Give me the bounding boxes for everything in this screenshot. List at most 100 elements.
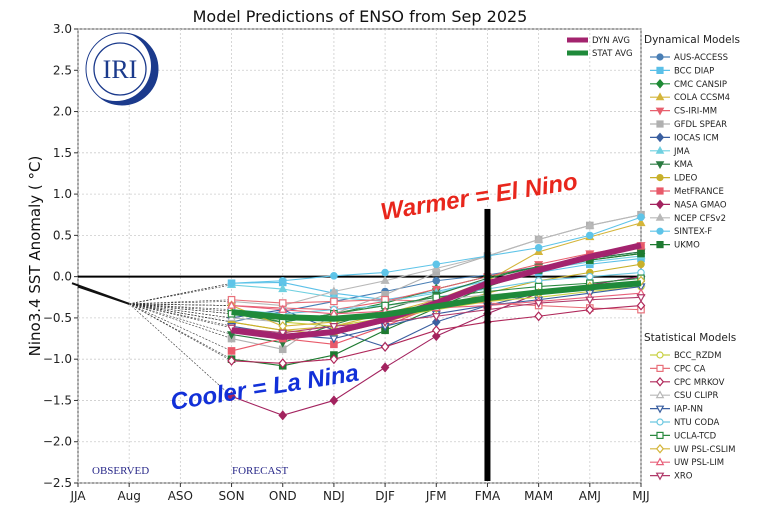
- y-tick-label: −2.0: [43, 435, 72, 449]
- forecast-connector: [129, 303, 232, 312]
- data-point: [329, 286, 339, 295]
- data-point: [586, 272, 594, 281]
- x-tick-label: Aug: [117, 489, 140, 503]
- y-tick-label: 2.0: [53, 105, 72, 119]
- legend-marker: [655, 107, 665, 116]
- data-point: [432, 260, 441, 269]
- x-axis-ticks: JJA Aug ASO SON OND NDJ DJF JFM FMA MAM AMJ MJJ: [69, 483, 650, 503]
- data-point: [534, 234, 544, 243]
- data-point: [637, 249, 645, 258]
- chart-title: Model Predictions of ENSO from Sep 2025: [193, 7, 528, 26]
- forecast-connector: [129, 303, 232, 310]
- x-tick-label: OND: [269, 489, 297, 503]
- legend-marker: [655, 199, 665, 210]
- grid: [77, 28, 642, 484]
- legend-marker: [655, 405, 665, 414]
- data-point: [432, 276, 441, 285]
- data-point: [637, 213, 645, 222]
- forecast-connector: [129, 301, 232, 305]
- y-tick-label: 1.5: [53, 146, 72, 160]
- legend-marker: [656, 364, 664, 372]
- legend-marker: [656, 418, 664, 426]
- legend-marker: [655, 390, 665, 399]
- data-point: [534, 311, 543, 322]
- data-point: [278, 329, 288, 338]
- observed-label: OBSERVED: [92, 465, 149, 477]
- legend-label: BCC_RZDM: [674, 351, 721, 361]
- legend-marker: [655, 145, 665, 154]
- x-tick-label: MAM: [524, 489, 553, 503]
- legend-label: CSU CLIPR: [674, 391, 719, 401]
- legend-averages: DYN AVG STAT AVG: [567, 36, 633, 59]
- data-point: [329, 354, 339, 365]
- data-point: [278, 410, 288, 421]
- y-tick-label: 0.5: [53, 228, 72, 242]
- legend-label: IOCAS ICM: [674, 133, 719, 143]
- data-point: [380, 341, 390, 352]
- data-point: [637, 260, 645, 269]
- data-point: [278, 358, 288, 369]
- legend-label: KMA: [674, 160, 693, 170]
- data-point: [585, 296, 595, 305]
- y-tick-label: 0.0: [53, 270, 72, 284]
- data-point: [636, 300, 646, 311]
- data-point: [431, 330, 441, 342]
- forecast-connector: [129, 303, 232, 335]
- y-tick-label: 1.0: [53, 187, 72, 201]
- legend-label: IAP-NN: [674, 405, 703, 415]
- legend-marker: [656, 53, 664, 61]
- plot-frame: [77, 28, 642, 484]
- legend-label: UKMO: [674, 241, 700, 251]
- data-point: [585, 304, 595, 315]
- forecast-connector: [129, 299, 232, 305]
- legend-label: XRO: [674, 472, 693, 482]
- y-tick-label: −1.0: [43, 352, 72, 366]
- data-point: [330, 297, 338, 306]
- data-point: [380, 275, 390, 284]
- legend-marker: [656, 431, 664, 439]
- legend-marker: [656, 351, 664, 359]
- legend-title: Statistical Models: [644, 332, 736, 344]
- legend-marker: [656, 120, 664, 128]
- x-tick-label: AMJ: [579, 489, 601, 503]
- legend-label: CPC MRKOV: [674, 378, 725, 388]
- legend-label: STAT AVG: [592, 49, 633, 59]
- forecast-connector: [128, 303, 232, 397]
- forecast-connector: [129, 303, 232, 362]
- forecast-label: FORECAST: [232, 465, 289, 477]
- legend-label: NTU CODA: [674, 418, 719, 428]
- iri-logo: IRI: [81, 31, 159, 106]
- data-point: [636, 294, 646, 303]
- data-point: [586, 231, 594, 240]
- legend-marker: [655, 376, 665, 387]
- data-point: [227, 347, 236, 355]
- legend-marker: [655, 457, 665, 466]
- x-tick-label: NDJ: [323, 489, 345, 503]
- legend-marker: [656, 227, 664, 235]
- legend-marker: [655, 443, 665, 454]
- data-point: [227, 355, 236, 366]
- legend-label: CPC CA: [674, 364, 706, 374]
- legend-label: NCEP CFSv2: [674, 214, 726, 224]
- legend-label: COLA CCSM4: [674, 93, 730, 103]
- current-time-marker: [484, 208, 491, 481]
- legend-label: SINTEX-F: [674, 227, 712, 237]
- data-point: [329, 323, 339, 332]
- legend-label: CMC CANSIP: [674, 80, 727, 90]
- data-point: [329, 335, 339, 344]
- y-axis-label: Nino3.4 SST Anomaly ( °C): [26, 156, 44, 357]
- series-stat-avg: [231, 280, 642, 322]
- forecast-connector: [129, 303, 232, 339]
- legend-dynamical: Dynamical Models AUS-ACCESS BCC DIAP CMC CA…: [644, 34, 740, 251]
- x-tick-label: MJJ: [632, 489, 649, 503]
- legend-marker: [656, 174, 664, 182]
- y-tick-label: −1.5: [43, 393, 72, 407]
- legend-label: UW PSL-LIM: [674, 458, 724, 468]
- legend-statistical: Statistical Models BCC_RZDM CPC CA CPC MRKO…: [644, 332, 736, 482]
- legend-marker: [655, 92, 665, 101]
- legend-marker: [656, 187, 664, 195]
- data-point: [534, 299, 544, 309]
- data-point: [585, 220, 595, 229]
- legend-marker: [655, 132, 665, 143]
- forecast-connector: [129, 303, 232, 329]
